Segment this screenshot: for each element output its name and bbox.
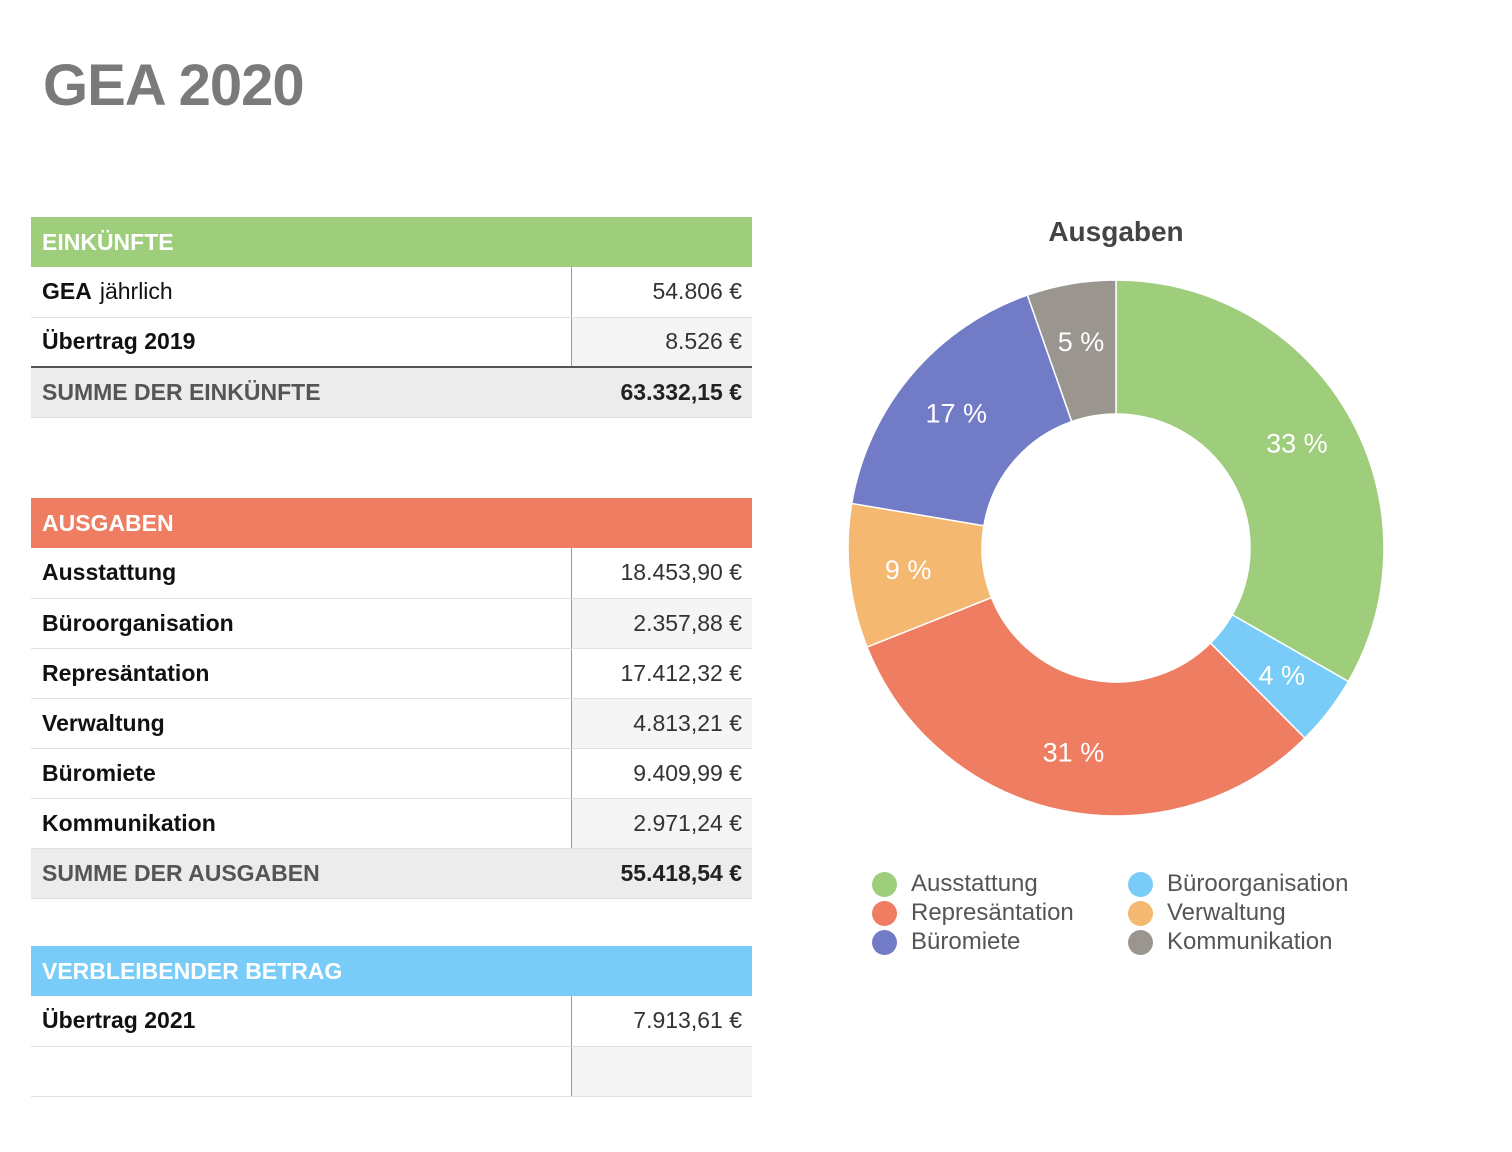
row-value[interactable]: 17.412,32 €	[571, 648, 752, 699]
row-value[interactable]: 7.913,61 €	[571, 996, 752, 1047]
legend-label: Represäntation	[911, 899, 1074, 926]
row-value[interactable]: 2.357,88 €	[571, 598, 752, 649]
remaining-table: VERBLEIBENDER BETRAG Übertrag 2021 7.913…	[31, 946, 752, 1097]
row-value[interactable]: 9.409,99 €	[571, 748, 752, 799]
table-row[interactable]: Verwaltung 4.813,21 €	[31, 698, 752, 749]
pie-label-büromiete: 17 %	[925, 398, 987, 428]
legend-label: Kommunikation	[1167, 928, 1333, 955]
row-label[interactable]: Kommunikation	[31, 798, 572, 849]
legend-item: Kommunikation	[1128, 928, 1332, 956]
expenses-header: AUSGABEN	[31, 498, 752, 548]
pie-slice-represäntation	[866, 596, 1306, 817]
legend-dot	[1128, 929, 1153, 955]
sum-value: 55.418,54 €	[571, 848, 752, 899]
row-label[interactable]: Übertrag 2021	[31, 996, 572, 1047]
row-label[interactable]: Büroorganisation	[31, 598, 572, 649]
legend-item: Ausstattung	[872, 870, 1038, 898]
pie-slice-büromiete	[850, 294, 1073, 527]
sum-row: SUMME DER AUSGABEN 55.418,54 €	[31, 848, 752, 899]
donut-chart: 33 % 4 % 31 % 9 % 17 % 5 %	[847, 279, 1385, 817]
legend-label: Büromiete	[911, 928, 1021, 955]
row-label[interactable]: Represäntation	[31, 648, 572, 699]
row-value[interactable]: 18.453,90 €	[571, 548, 752, 599]
row-value[interactable]: 4.813,21 €	[571, 698, 752, 749]
row-label[interactable]: GEA jährlich	[31, 267, 572, 318]
legend-item: Büroorganisation	[1128, 870, 1348, 898]
table-row[interactable]: GEA jährlich 54.806 €	[31, 267, 752, 318]
sum-label: SUMME DER EINKÜNFTE	[31, 366, 571, 418]
table-row[interactable]: Ausstattung 18.453,90 €	[31, 548, 752, 599]
income-header: EINKÜNFTE	[31, 217, 752, 267]
remaining-header: VERBLEIBENDER BETRAG	[31, 946, 752, 996]
row-label[interactable]	[31, 1046, 572, 1097]
pie-label-represäntation: 31 %	[1043, 738, 1105, 768]
table-row[interactable]: Übertrag 2019 8.526 €	[31, 317, 752, 368]
row-value[interactable]	[571, 1046, 752, 1097]
pie-label-verwaltung: 9 %	[885, 555, 932, 585]
row-value[interactable]: 54.806 €	[571, 267, 752, 318]
table-row[interactable]: Büroorganisation 2.357,88 €	[31, 598, 752, 649]
page-title: GEA 2020	[43, 53, 305, 118]
legend-item: Represäntation	[872, 899, 1074, 927]
legend-dot	[1128, 871, 1153, 897]
legend-dot	[872, 871, 897, 897]
legend-label: Ausstattung	[911, 870, 1038, 897]
row-value[interactable]: 8.526 €	[571, 317, 752, 368]
chart-title: Ausgaben	[1048, 216, 1184, 247]
table-row[interactable]: Represäntation 17.412,32 €	[31, 648, 752, 699]
pie-slice-ausstattung	[1115, 279, 1385, 683]
row-label[interactable]: Büromiete	[31, 748, 572, 799]
pie-slice-kommunikation	[1026, 279, 1117, 423]
legend-item: Büromiete	[872, 928, 1020, 956]
table-row[interactable]	[31, 1046, 752, 1097]
expenses-header-row: AUSGABEN	[31, 498, 752, 548]
row-label[interactable]: Ausstattung	[31, 548, 572, 599]
pie-label-büroorganisation: 4 %	[1258, 660, 1305, 690]
legend-item: Verwaltung	[1128, 899, 1286, 927]
sum-row: SUMME DER EINKÜNFTE 63.332,15 €	[31, 366, 752, 418]
table-row[interactable]: Übertrag 2021 7.913,61 €	[31, 996, 752, 1047]
pie-label-kommunikation: 5 %	[1058, 327, 1105, 357]
legend-dot	[1128, 900, 1153, 926]
expenses-table: AUSGABEN Ausstattung 18.453,90 € Büroorg…	[31, 498, 752, 899]
row-label[interactable]: Verwaltung	[31, 698, 572, 749]
remaining-header-row: VERBLEIBENDER BETRAG	[31, 946, 752, 996]
legend-label: Verwaltung	[1167, 899, 1286, 926]
row-label-text: GEA	[42, 278, 92, 305]
sum-value: 63.332,15 €	[571, 366, 752, 418]
income-header-row: EINKÜNFTE	[31, 217, 752, 267]
table-row[interactable]: Kommunikation 2.971,24 €	[31, 798, 752, 849]
legend-dot	[872, 900, 897, 926]
row-label[interactable]: Übertrag 2019	[31, 317, 572, 368]
legend-dot	[872, 929, 897, 955]
sum-label: SUMME DER AUSGABEN	[31, 848, 571, 899]
row-sublabel: jährlich	[99, 278, 173, 305]
pie-label-ausstattung: 33 %	[1266, 428, 1328, 458]
income-table: EINKÜNFTE GEA jährlich 54.806 € Übertrag …	[31, 217, 752, 418]
legend-label: Büroorganisation	[1167, 870, 1349, 897]
table-row[interactable]: Büromiete 9.409,99 €	[31, 748, 752, 799]
row-value[interactable]: 2.971,24 €	[571, 798, 752, 849]
